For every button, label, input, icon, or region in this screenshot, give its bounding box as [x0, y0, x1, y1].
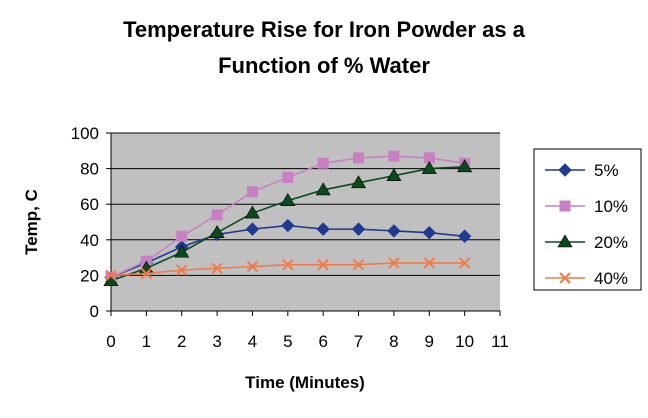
legend-label: 40% [594, 269, 628, 288]
data-point [209, 225, 225, 238]
legend-marker [559, 272, 571, 284]
data-point [315, 182, 331, 196]
data-point [353, 152, 365, 164]
data-point [317, 157, 329, 169]
data-point [421, 161, 437, 174]
x-tick-label: 2 [177, 332, 186, 351]
y-ticks: 0 20 40 60 80 100 [71, 124, 111, 321]
data-point [316, 222, 330, 236]
legend-label: 20% [594, 233, 628, 252]
data-point [457, 229, 472, 243]
legend: 5% 10% 20% 40% [545, 161, 628, 288]
y-tick-label: 80 [80, 160, 99, 179]
data-point [246, 186, 258, 198]
series-3 [105, 257, 471, 282]
x-tick-label: 3 [212, 332, 221, 351]
chart-title-line-2: Function of % Water [218, 53, 430, 78]
legend-marker [559, 200, 571, 212]
data-point [140, 267, 153, 280]
data-point [211, 262, 223, 274]
data-point [174, 244, 190, 258]
series-2 [103, 159, 473, 287]
x-tick-label: 8 [389, 332, 398, 351]
data-point [351, 222, 366, 236]
x-tick-label: 6 [318, 332, 327, 351]
data-point [457, 159, 473, 173]
y-tick-label: 100 [71, 124, 99, 143]
data-point [105, 269, 117, 282]
x-tick-label: 11 [491, 332, 509, 351]
legend-item: 5% [545, 161, 619, 180]
data-point [352, 259, 365, 271]
y-tick-label: 60 [80, 195, 99, 214]
data-point [387, 224, 401, 238]
x-tick-label: 4 [248, 332, 257, 351]
data-point [282, 172, 294, 183]
legend-box [533, 148, 642, 291]
y-tick-label: 0 [90, 302, 99, 321]
data-point [176, 264, 188, 276]
legend-marker [558, 163, 572, 177]
legend-item: 40% [545, 269, 628, 288]
x-ticks: 0 1 2 3 4 5 6 7 8 9 10 11 [106, 311, 509, 351]
legend-label: 10% [594, 197, 628, 216]
data-point [280, 193, 296, 206]
data-point [244, 205, 260, 219]
x-tick-label: 7 [354, 332, 363, 351]
x-tick-label: 5 [283, 332, 292, 351]
data-point [388, 257, 400, 269]
y-tick-label: 40 [80, 231, 99, 250]
data-point [246, 260, 259, 273]
data-point [388, 150, 400, 162]
x-axis-label: Time (Minutes) [245, 373, 365, 392]
legend-marker [557, 234, 573, 248]
x-tick-label: 9 [425, 332, 434, 351]
data-point [422, 225, 436, 240]
data-point [458, 257, 471, 269]
y-tick-label: 20 [80, 266, 99, 285]
data-point [386, 168, 402, 182]
legend-label: 5% [594, 161, 619, 180]
data-point [176, 230, 188, 242]
x-tick-label: 0 [106, 332, 115, 351]
data-point [245, 222, 260, 236]
data-point [423, 257, 435, 269]
data-point [351, 175, 367, 189]
series-group [103, 150, 473, 287]
x-tick-label: 10 [455, 332, 474, 351]
data-point [211, 209, 223, 221]
data-point [281, 218, 295, 233]
data-point [282, 259, 294, 271]
legend-item: 10% [545, 197, 628, 216]
data-point [317, 259, 329, 271]
x-tick-label: 1 [142, 332, 151, 351]
y-axis-label: Temp, C [22, 189, 41, 255]
legend-item: 20% [545, 233, 628, 252]
plot-area [111, 133, 500, 311]
chart-title-line-1: Temperature Rise for Iron Powder as a [123, 17, 526, 42]
